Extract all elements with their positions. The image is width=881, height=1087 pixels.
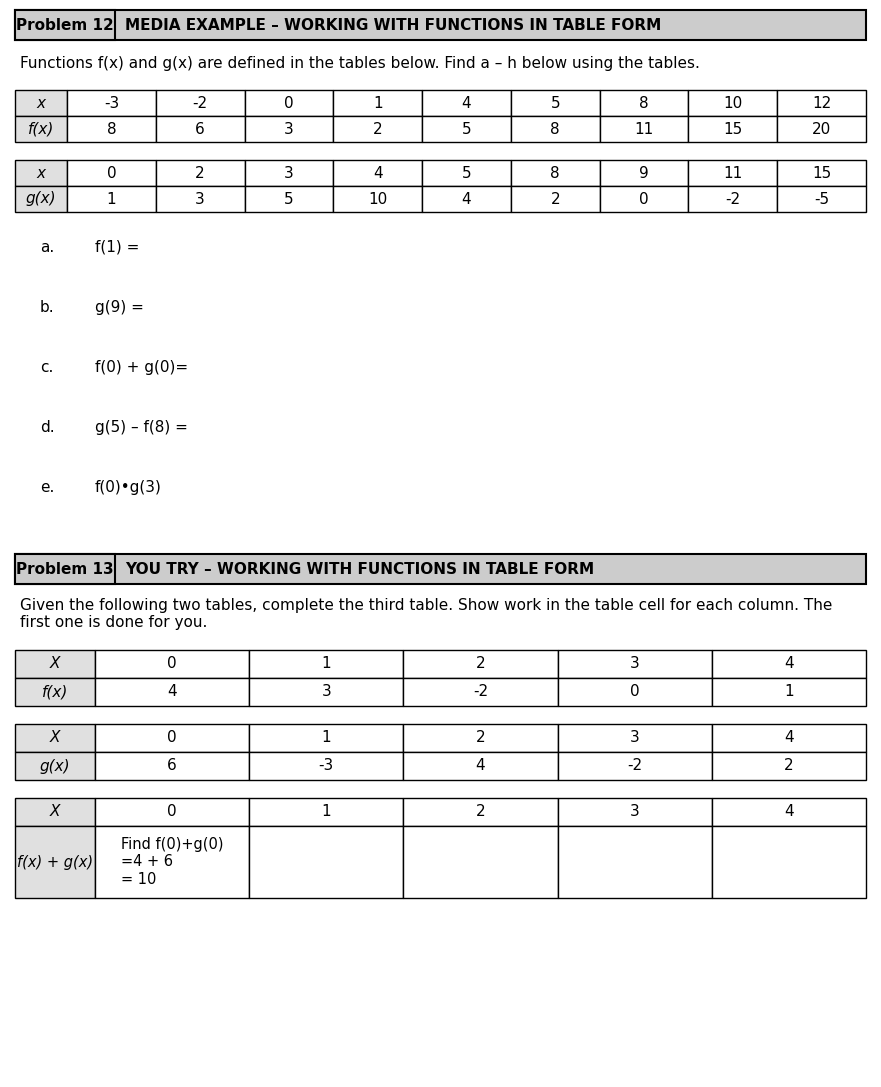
Text: g(9) =: g(9) = (95, 300, 144, 315)
Bar (15, 10, 866, 40)
Text: -2: -2 (473, 685, 488, 700)
Text: Problem 13: Problem 13 (16, 562, 114, 576)
Bar (245, 186, 333, 212)
Bar (15, 554, 115, 584)
Text: 2: 2 (551, 191, 560, 207)
Text: 8: 8 (107, 122, 116, 137)
Bar (712, 650, 866, 678)
Bar (600, 186, 688, 212)
Bar (249, 650, 403, 678)
Text: 12: 12 (812, 96, 832, 111)
Bar (422, 186, 511, 212)
Text: x: x (36, 165, 46, 180)
Bar (67, 160, 156, 186)
Text: c.: c. (40, 360, 54, 375)
Text: 20: 20 (812, 122, 832, 137)
Text: MEDIA EXAMPLE – WORKING WITH FUNCTIONS IN TABLE FORM: MEDIA EXAMPLE – WORKING WITH FUNCTIONS I… (125, 17, 662, 33)
Text: f(1) =: f(1) = (95, 240, 139, 255)
Text: d.: d. (40, 420, 55, 435)
Text: 4: 4 (784, 657, 794, 672)
Bar (403, 798, 558, 826)
Bar (249, 826, 403, 898)
Text: 3: 3 (322, 685, 331, 700)
Bar (15, 160, 67, 186)
Text: 3: 3 (196, 191, 205, 207)
Bar (156, 186, 245, 212)
Text: 3: 3 (630, 804, 640, 820)
Text: 1: 1 (322, 730, 331, 746)
Bar (688, 186, 777, 212)
Bar (249, 724, 403, 752)
Bar (403, 650, 558, 678)
Text: Find f(0)+g(0)
=4 + 6
= 10: Find f(0)+g(0) =4 + 6 = 10 (121, 837, 224, 887)
Text: 11: 11 (723, 165, 743, 180)
Text: YOU TRY – WORKING WITH FUNCTIONS IN TABLE FORM: YOU TRY – WORKING WITH FUNCTIONS IN TABL… (125, 562, 594, 576)
Text: f(0)•g(3): f(0)•g(3) (95, 480, 162, 495)
Text: Given the following two tables, complete the third table. Show work in the table: Given the following two tables, complete… (20, 598, 833, 630)
Text: Problem 12: Problem 12 (16, 17, 114, 33)
Text: 1: 1 (322, 657, 331, 672)
Text: g(5) – f(8) =: g(5) – f(8) = (95, 420, 188, 435)
Bar (688, 90, 777, 116)
Text: -3: -3 (319, 759, 334, 774)
Bar (777, 116, 866, 142)
Bar (156, 116, 245, 142)
Bar (15, 678, 95, 705)
Bar (403, 826, 558, 898)
Text: 9: 9 (640, 165, 649, 180)
Bar (712, 752, 866, 780)
Text: 0: 0 (167, 730, 177, 746)
Bar (15, 798, 95, 826)
Bar (67, 90, 156, 116)
Text: 10: 10 (723, 96, 743, 111)
Text: 0: 0 (285, 96, 293, 111)
Text: 2: 2 (476, 657, 485, 672)
Bar (95, 678, 249, 705)
Bar (15, 752, 95, 780)
Bar (245, 90, 333, 116)
Bar (95, 826, 249, 898)
Text: X: X (49, 730, 60, 746)
Text: 6: 6 (196, 122, 205, 137)
Bar (422, 160, 511, 186)
Text: 0: 0 (167, 804, 177, 820)
Bar (712, 826, 866, 898)
Bar (712, 798, 866, 826)
Text: -3: -3 (104, 96, 119, 111)
Bar (67, 116, 156, 142)
Bar (156, 90, 245, 116)
Bar (558, 678, 712, 705)
Bar (600, 116, 688, 142)
Text: f(0) + g(0)=: f(0) + g(0)= (95, 360, 189, 375)
Text: 11: 11 (634, 122, 654, 137)
Text: 15: 15 (723, 122, 743, 137)
Text: 3: 3 (284, 122, 294, 137)
Text: f(x): f(x) (41, 685, 68, 700)
Text: 2: 2 (784, 759, 794, 774)
Bar (15, 90, 67, 116)
Bar (403, 752, 558, 780)
Bar (95, 724, 249, 752)
Text: g(x): g(x) (40, 759, 70, 774)
Bar (422, 90, 511, 116)
Text: 8: 8 (551, 122, 560, 137)
Bar (245, 160, 333, 186)
Text: 2: 2 (196, 165, 205, 180)
Text: -5: -5 (814, 191, 829, 207)
Text: 3: 3 (630, 657, 640, 672)
Text: 5: 5 (551, 96, 560, 111)
Text: 2: 2 (373, 122, 382, 137)
Text: 0: 0 (630, 685, 640, 700)
Bar (15, 650, 95, 678)
Bar (777, 186, 866, 212)
Text: 10: 10 (368, 191, 388, 207)
Text: 1: 1 (373, 96, 382, 111)
Bar (156, 160, 245, 186)
Text: x: x (36, 96, 46, 111)
Text: f(x): f(x) (28, 122, 55, 137)
Text: 8: 8 (640, 96, 649, 111)
Bar (558, 798, 712, 826)
Text: X: X (49, 657, 60, 672)
Bar (712, 678, 866, 705)
Bar (712, 724, 866, 752)
